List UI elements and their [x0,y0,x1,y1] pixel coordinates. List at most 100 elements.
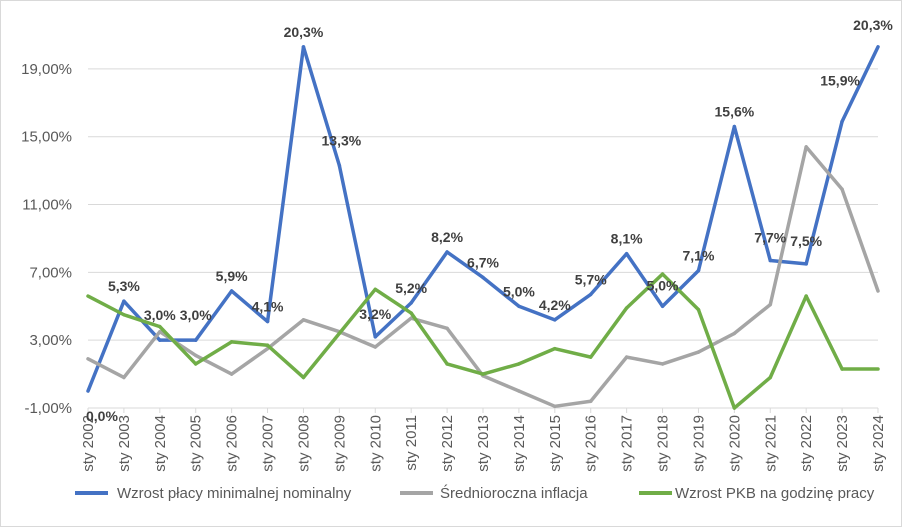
legend-label: Wzrost PKB na godzinę pracy [675,485,875,502]
data-label: 20,3% [853,17,893,33]
data-label: 5,0% [503,283,535,299]
series-segment [301,318,342,334]
x-tick-label: sty 2002 [80,415,97,472]
data-label: 5,3% [108,278,140,294]
series-segment [193,289,234,342]
series-segment [804,145,844,192]
series-segment [840,187,880,293]
series-segment [445,326,485,378]
legend-label: Średnioroczna inflacja [440,484,588,502]
legend-label: Wzrost płacy minimalnej nominalny [117,485,352,502]
series-lines [86,45,880,410]
data-labels: 0,0%5,3%3,0% 3,0%5,9%4,1%20,3%13,3%3,2%5,… [86,17,893,424]
data-label: 13,3% [322,133,362,149]
series-segment [337,163,378,339]
series-segment [696,331,737,354]
legend: Wzrost płacy minimalnej nominalny Średnio… [75,484,875,502]
data-label: 7,1% [682,248,714,264]
series-segment [732,124,773,263]
data-label: 3,0% [180,307,212,323]
x-tick-label: sty 2010 [367,415,384,472]
data-label: 5,2% [395,280,427,296]
series-segment [445,362,485,376]
series-segment [373,287,413,315]
x-tick-label: sty 2018 [655,415,672,472]
y-tick-label: 7,00% [29,264,72,281]
data-label: 4,1% [252,299,284,315]
data-label: 5,9% [216,268,248,284]
series-1 [86,45,880,393]
series-segment [660,350,701,366]
x-tick-label: sty 2004 [152,415,169,472]
x-tick-label: sty 2008 [295,415,312,472]
x-tick-label: sty 2003 [116,415,133,472]
series-segment [265,343,306,380]
x-tick-label: sty 2019 [690,415,707,472]
series-segment [553,346,593,359]
series-segment [696,124,737,273]
x-tick-label: sty 2006 [224,415,241,472]
series-segment [445,250,485,280]
x-tick-label: sty 2021 [762,415,779,472]
data-label: 0,0% [86,408,118,424]
series-2 [86,145,880,409]
y-tick-label: 15,00% [21,129,72,146]
series-segment [624,272,665,310]
series-segment [732,302,773,336]
series-segment [804,294,844,371]
series-segment [229,340,270,348]
series-segment [732,375,773,410]
series-segment [265,45,306,324]
x-tick-label: sty 2024 [870,415,887,472]
y-tick-label: 11,00% [22,197,72,214]
x-axis: sty 2002 sty 2003 sty 2004 sty 2005 sty 2006… [80,408,887,472]
y-tick-label: -1,00% [24,400,72,417]
series-segment [265,318,306,351]
y-tick-label: 3,00% [29,332,72,349]
series-segment [86,299,126,393]
series-segment [624,251,665,309]
data-label: 4,2% [539,297,571,313]
data-label: 8,1% [611,231,643,247]
series-segment [840,45,880,124]
data-label: 15,9% [820,72,860,88]
data-label: 7,5% [790,233,822,249]
series-segment [553,399,593,409]
data-label: 7,7% [754,229,786,245]
series-segment [517,346,557,366]
series-segment [337,287,378,336]
x-tick-label: sty 2017 [619,415,636,472]
x-tick-label: sty 2014 [511,415,528,472]
x-tick-label: sty 2016 [583,415,600,472]
series-segment [301,45,342,168]
series-segment [588,306,629,359]
series-segment [768,258,808,266]
series-segment [768,294,808,380]
x-tick-label: sty 2022 [798,415,815,472]
y-tick-label: 19,00% [21,61,72,78]
series-segment [337,329,378,349]
y-axis: -1,00% 3,00% 7,00% 11,00% 15,00% 19,00% [21,61,72,417]
series-segment [409,250,449,305]
data-label: 3,0% [144,307,176,323]
series-segment [193,340,234,366]
gridlines [88,68,878,409]
x-tick-label: sty 2007 [260,415,277,472]
x-tick-label: sty 2013 [475,415,492,472]
series-segment [122,329,162,380]
series-segment [481,275,521,309]
series-segment [301,331,342,380]
data-label: 5,0% [647,277,679,293]
series-segment [122,313,162,329]
data-label: 3,2% [359,306,391,322]
series-segment [481,362,521,376]
x-tick-label: sty 2011 [403,415,420,471]
series-segment [588,355,629,403]
data-label: 5,7% [575,271,607,287]
series-segment [158,324,198,366]
series-segment [229,289,270,324]
series-segment [86,294,126,317]
x-tick-label: sty 2015 [547,415,564,472]
series-segment [588,251,629,297]
